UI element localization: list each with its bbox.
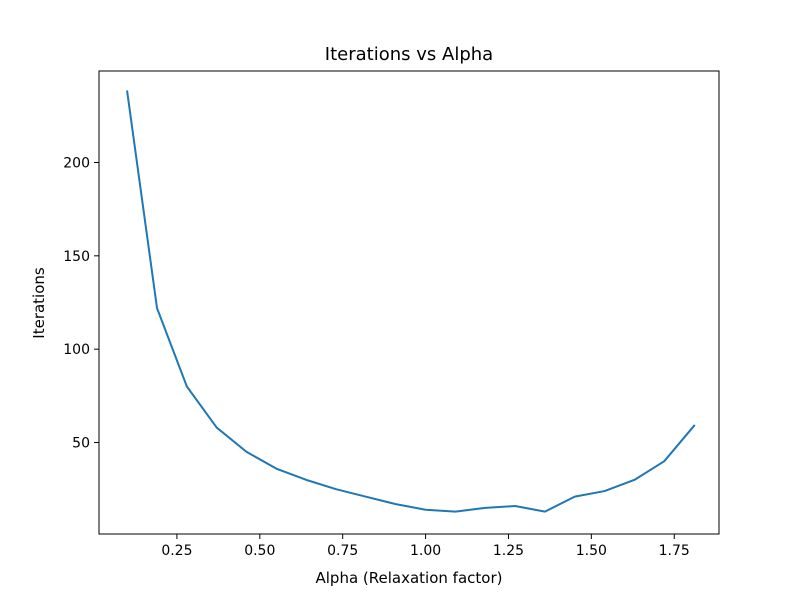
x-axis: 0.25 0.50 0.75 1.00 1.25 1.50 1.75 xyxy=(161,534,690,559)
y-tick-label: 50 xyxy=(72,436,90,452)
x-tick-label: 1.75 xyxy=(659,543,690,559)
x-tick-label: 1.50 xyxy=(576,543,607,559)
x-tick-label: 0.50 xyxy=(244,543,275,559)
y-axis-label: Iterations xyxy=(30,267,48,339)
x-axis-label: Alpha (Relaxation factor) xyxy=(316,569,503,587)
y-tick-label: 100 xyxy=(63,342,90,358)
x-tick-label: 0.75 xyxy=(327,543,358,559)
x-tick-label: 0.25 xyxy=(161,543,192,559)
plot-frame xyxy=(98,70,720,535)
x-tick-label: 1.25 xyxy=(493,543,524,559)
plot-area xyxy=(98,70,720,535)
y-axis: 50 100 150 200 xyxy=(63,155,99,452)
series-line-1 xyxy=(126,90,696,513)
y-tick-label: 150 xyxy=(63,249,90,265)
y-tick-label: 200 xyxy=(63,155,90,171)
x-tick-label: 1.00 xyxy=(410,543,441,559)
chart-title: Iterations vs Alpha xyxy=(325,44,493,65)
